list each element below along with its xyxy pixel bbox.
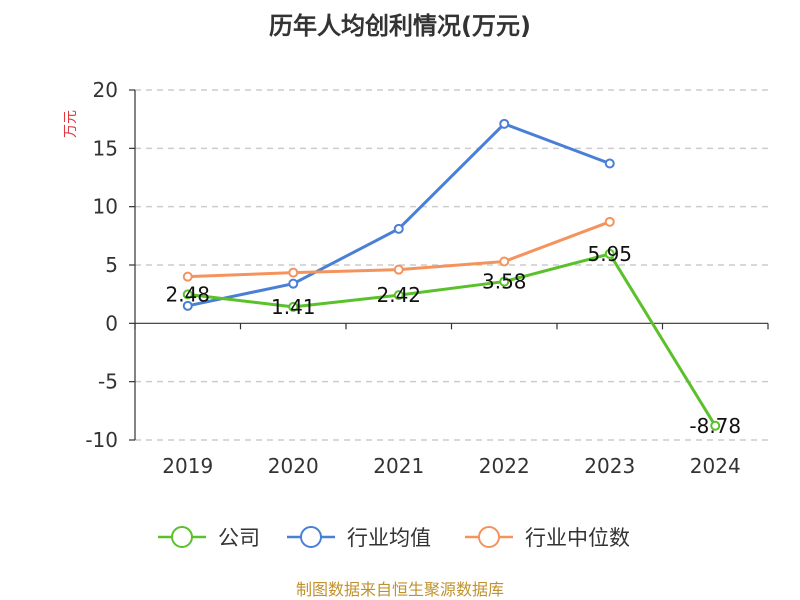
series-2 xyxy=(182,216,615,282)
data-point xyxy=(499,276,510,287)
source-note: 制图数据来自恒生聚源数据库 xyxy=(296,580,504,599)
y-tick-label: 10 xyxy=(93,195,118,219)
series-layer xyxy=(182,118,721,431)
legend-marker xyxy=(300,526,322,548)
axes: 20 15 10 5 0 -5 -10 2019 2020 2021 2022 2023 2024 xyxy=(85,78,769,478)
legend-item[interactable]: 公司 xyxy=(158,526,260,550)
series-0 xyxy=(182,248,721,431)
y-tick-label: 20 xyxy=(93,78,118,102)
legend-marker xyxy=(478,526,500,548)
chart-title: 历年人均创利情况(万元) xyxy=(269,12,531,40)
legend-label: 行业均值 xyxy=(347,526,431,550)
data-label: 3.58 xyxy=(482,270,527,294)
legend-label: 公司 xyxy=(218,526,260,550)
data-label: 2.42 xyxy=(376,283,421,307)
data-point xyxy=(288,267,299,278)
data-label: 1.41 xyxy=(271,295,316,319)
legend[interactable]: 公司 行业均值 行业中位数 xyxy=(158,526,630,550)
data-point xyxy=(182,300,193,311)
y-axis-label: 万元 xyxy=(63,110,79,138)
y-tick-label: 15 xyxy=(93,136,118,160)
x-tick-label: 2022 xyxy=(479,454,530,478)
x-tick-label: 2019 xyxy=(162,454,213,478)
data-point xyxy=(710,420,721,431)
data-label: 5.95 xyxy=(587,242,632,266)
data-point xyxy=(604,216,615,227)
data-point xyxy=(499,118,510,129)
x-tick-label: 2020 xyxy=(268,454,319,478)
data-point xyxy=(182,289,193,300)
x-tick-label: 2024 xyxy=(690,454,741,478)
legend-item[interactable]: 行业均值 xyxy=(287,526,431,550)
series-line xyxy=(187,252,717,427)
data-point xyxy=(499,256,510,267)
x-tick-label: 2021 xyxy=(373,454,424,478)
y-tick-label: -5 xyxy=(98,370,118,394)
x-tick-label: 2023 xyxy=(584,454,635,478)
legend-marker xyxy=(171,526,193,548)
series-line xyxy=(187,122,611,308)
y-tick-label: 0 xyxy=(105,311,118,335)
data-point xyxy=(393,264,404,275)
data-point xyxy=(604,248,615,259)
data-point xyxy=(604,158,615,169)
series-1 xyxy=(182,118,615,311)
data-label: -8.78 xyxy=(689,414,741,438)
data-point xyxy=(393,290,404,301)
y-tick-label: 5 xyxy=(105,253,118,277)
data-point xyxy=(288,278,299,289)
data-point xyxy=(288,301,299,312)
y-tick-label: -10 xyxy=(85,428,118,452)
data-label: 2.48 xyxy=(165,282,210,306)
data-point xyxy=(393,223,404,234)
legend-item[interactable]: 行业中位数 xyxy=(465,526,630,550)
data-labels: 2.48 1.41 2.42 3.58 5.95 -8.78 xyxy=(165,242,741,438)
data-point xyxy=(182,271,193,282)
legend-label: 行业中位数 xyxy=(525,526,630,550)
